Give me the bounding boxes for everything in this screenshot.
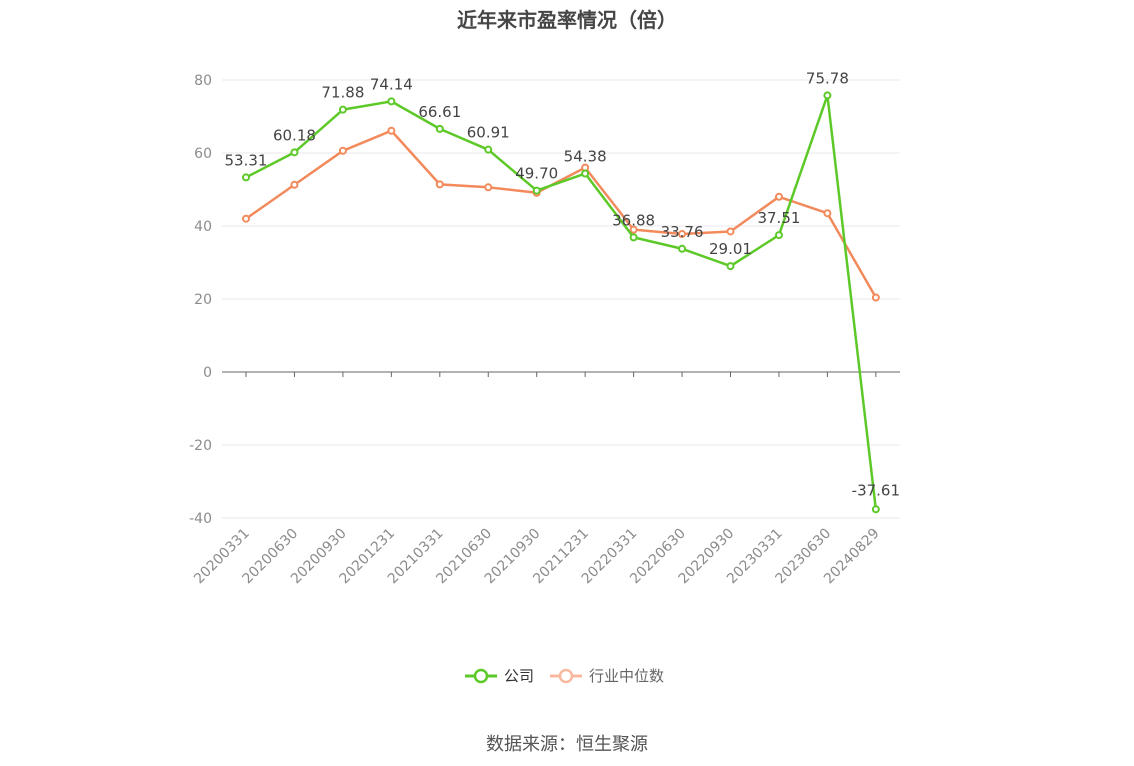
data-point-industry — [242, 214, 250, 223]
data-label: 53.31 — [225, 151, 268, 169]
legend-marker — [558, 668, 574, 684]
data-point-industry — [726, 227, 735, 236]
data-point-industry — [823, 209, 832, 218]
data-point-company — [435, 124, 444, 133]
data-point-industry — [290, 180, 299, 189]
y-tick-label: -40 — [189, 511, 212, 527]
y-tick-label: 40 — [194, 219, 212, 235]
data-point-industry — [484, 183, 493, 192]
data-point-industry — [629, 225, 638, 234]
data-label: 60.91 — [467, 124, 510, 142]
legend: 公司 行业中位数 — [465, 667, 664, 685]
series-line-company — [245, 94, 878, 510]
grid-layer — [222, 79, 900, 519]
data-label: 49.70 — [515, 165, 558, 183]
data-label: 37.51 — [757, 209, 800, 227]
label-layer: 53.31 60.18 71.88 74.14 66.61 60.91 49.70 54.38… — [225, 69, 901, 499]
data-label: 54.38 — [564, 148, 607, 166]
data-point-industry — [338, 146, 347, 155]
data-label: 71.88 — [321, 84, 364, 102]
data-point-company — [532, 186, 541, 195]
data-point-industry — [678, 230, 687, 239]
data-label: 66.61 — [418, 103, 461, 121]
data-label: 33.76 — [661, 223, 704, 241]
source-note: 数据来源：恒生聚源 — [486, 734, 648, 755]
data-point-company — [387, 97, 396, 106]
data-label: 36.88 — [612, 211, 655, 229]
data-point-company — [629, 233, 638, 242]
data-point-company — [678, 244, 687, 253]
data-point-company — [484, 145, 493, 154]
y-tick-label: -20 — [189, 438, 212, 454]
data-point-company — [871, 505, 880, 514]
data-point-industry — [387, 126, 396, 135]
data-label: 29.01 — [709, 240, 752, 258]
data-point-company — [290, 148, 299, 157]
y-tick-label: 60 — [194, 146, 212, 162]
data-label: -37.61 — [852, 481, 900, 499]
data-point-industry — [774, 192, 783, 201]
legend-marker — [473, 668, 489, 684]
data-point-company — [242, 173, 250, 182]
y-tick-label: 80 — [194, 73, 212, 89]
data-point-company — [581, 169, 590, 178]
series-layer — [242, 91, 880, 514]
legend-item-industry[interactable]: 行业中位数 — [589, 667, 664, 685]
data-point-industry — [871, 293, 880, 302]
data-point-company — [338, 105, 347, 114]
legend-item-company[interactable]: 公司 — [504, 667, 534, 685]
data-point-company — [823, 91, 832, 100]
data-label: 74.14 — [370, 75, 413, 93]
data-point-company — [774, 231, 783, 240]
data-point-industry — [435, 180, 444, 189]
data-point-company — [726, 262, 735, 271]
data-label: 75.78 — [806, 69, 849, 87]
chart-title: 近年来市盈率情况（倍） — [457, 8, 677, 32]
series-line-industry — [245, 129, 877, 299]
y-tick-label: 0 — [203, 365, 212, 381]
y-tick-label: 20 — [194, 292, 212, 308]
data-label: 60.18 — [273, 126, 316, 144]
